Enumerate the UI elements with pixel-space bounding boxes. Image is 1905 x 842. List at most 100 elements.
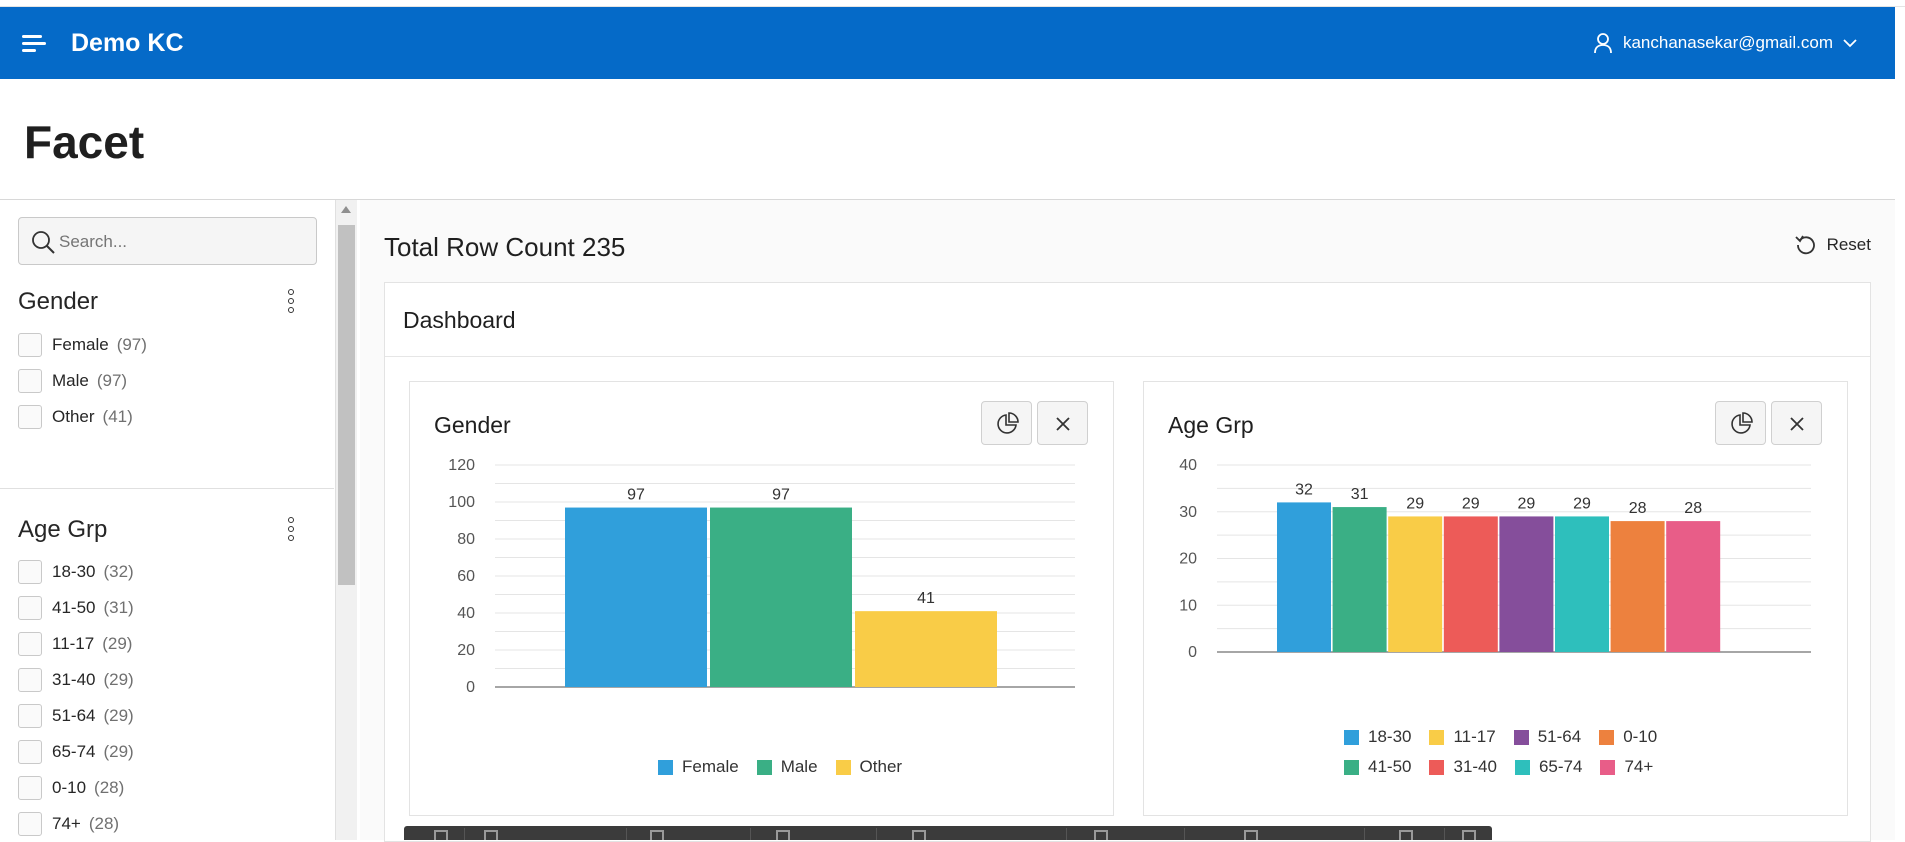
option-count: (28) xyxy=(94,778,125,797)
facet-option-11-17[interactable]: 11-17 (29) xyxy=(18,631,132,657)
y-tick-label: 100 xyxy=(448,494,475,511)
legend-label: Other xyxy=(859,757,903,776)
option-count: (29) xyxy=(103,742,134,761)
sidebar-scrollbar[interactable] xyxy=(336,200,357,840)
checkbox[interactable] xyxy=(18,560,42,584)
data-label: 41 xyxy=(917,590,935,607)
user-email: kanchanasekar@gmail.com xyxy=(1622,33,1833,52)
pie-chart-icon xyxy=(1731,412,1753,434)
facet-option-51-64[interactable]: 51-64 (29) xyxy=(18,703,134,729)
option-count: (29) xyxy=(103,706,134,725)
y-tick-label: 40 xyxy=(457,605,475,622)
facet-option-65-74[interactable]: 65-74 (29) xyxy=(18,739,134,765)
legend-item[interactable]: Other xyxy=(835,752,903,782)
option-label: 41-50 xyxy=(52,598,96,617)
legend-item[interactable]: Female xyxy=(658,752,739,782)
floating-toolbar[interactable] xyxy=(404,826,1492,840)
facet-option-female[interactable]: Female (97) xyxy=(18,332,147,358)
chart-type-button[interactable] xyxy=(1715,401,1766,445)
y-tick-label: 10 xyxy=(1179,597,1197,614)
legend-item[interactable]: 11-17 xyxy=(1429,722,1496,752)
data-label: 28 xyxy=(1629,500,1647,517)
legend-item[interactable]: 74+ xyxy=(1600,752,1653,782)
chart-title: Age Grp xyxy=(1168,412,1254,438)
scroll-up-arrow-icon[interactable] xyxy=(341,206,351,213)
facet-search-box[interactable] xyxy=(18,217,317,265)
facet-option-0-10[interactable]: 0-10 (28) xyxy=(18,775,124,801)
option-count: (32) xyxy=(103,562,134,581)
legend-swatch xyxy=(756,759,772,775)
option-count: (31) xyxy=(103,598,134,617)
facet-option-74-plus[interactable]: 74+ (28) xyxy=(18,811,119,837)
user-menu[interactable]: kanchanasekar@gmail.com xyxy=(1593,29,1857,57)
legend-item[interactable]: 31-40 xyxy=(1429,752,1497,782)
checkbox[interactable] xyxy=(18,632,42,656)
y-tick-label: 80 xyxy=(457,531,475,548)
checkbox[interactable] xyxy=(18,333,42,357)
option-label: 11-17 xyxy=(52,634,95,653)
data-label: 29 xyxy=(1462,495,1480,512)
checkbox[interactable] xyxy=(18,369,42,393)
facet-option-male[interactable]: Male (97) xyxy=(18,368,127,394)
checkbox[interactable] xyxy=(18,668,42,692)
data-label: 97 xyxy=(772,487,790,504)
checkbox[interactable] xyxy=(18,704,42,728)
checkbox[interactable] xyxy=(18,405,42,429)
chart-card-gender: Gender 0 20 40 60 80 100 120 97 97 41 Female Male O… xyxy=(409,381,1114,816)
facet-divider xyxy=(0,488,334,489)
chart-card-age-grp: Age Grp 0 10 20 30 40 32 31 29 29 29 29 28 28 18-30 1… xyxy=(1143,381,1848,816)
y-tick-label: 40 xyxy=(1179,457,1197,474)
option-label: 0-10 xyxy=(52,778,87,797)
bar-18-30 xyxy=(1277,502,1331,652)
option-count: (97) xyxy=(96,371,128,390)
reset-label: Reset xyxy=(1826,235,1871,254)
option-label: Male xyxy=(52,371,89,390)
legend-item[interactable]: 65-74 xyxy=(1514,752,1583,782)
legend-label: 65-74 xyxy=(1538,757,1583,776)
y-tick-label: 20 xyxy=(1179,551,1197,568)
search-input[interactable] xyxy=(59,228,309,256)
scroll-thumb[interactable] xyxy=(338,225,355,585)
checkbox[interactable] xyxy=(18,596,42,620)
facet-option-18-30[interactable]: 18-30 (32) xyxy=(18,559,134,585)
legend-label: 51-64 xyxy=(1537,727,1582,746)
data-label: 29 xyxy=(1518,495,1536,512)
legend-item[interactable]: 41-50 xyxy=(1344,752,1411,782)
checkbox[interactable] xyxy=(18,812,42,836)
more-options-icon[interactable] xyxy=(284,289,298,317)
gender-bar-chart: 0 20 40 60 80 100 120 97 97 41 xyxy=(448,457,1075,696)
hamburger-menu-icon[interactable] xyxy=(22,33,48,53)
option-label: Female xyxy=(52,335,109,354)
option-count: (41) xyxy=(102,407,133,426)
reset-button[interactable]: Reset xyxy=(1794,234,1871,256)
page-title-region: Facet xyxy=(0,79,1895,200)
facet-option-41-50[interactable]: 41-50 (31) xyxy=(18,595,134,621)
bar-41-50 xyxy=(1332,507,1387,652)
facets-sidebar: Gender Female (97) Male (97) Other (41) … xyxy=(0,200,336,840)
legend-item[interactable]: 51-64 xyxy=(1513,722,1582,752)
gender-chart-legend: Female Male Other xyxy=(658,752,920,782)
facet-option-other[interactable]: Other (41) xyxy=(18,404,133,430)
legend-swatch xyxy=(658,759,673,775)
bar-65-74 xyxy=(1555,516,1609,652)
option-label: 51-64 xyxy=(52,706,96,725)
facet-option-31-40[interactable]: 31-40 (29) xyxy=(18,667,134,693)
legend-label: Female xyxy=(682,757,739,776)
legend-item[interactable]: 0-10 xyxy=(1599,722,1657,752)
option-label: 74+ xyxy=(52,814,81,833)
legend-label: 41-50 xyxy=(1368,757,1412,776)
bar-Female xyxy=(565,507,707,687)
checkbox[interactable] xyxy=(18,740,42,764)
more-options-icon[interactable] xyxy=(284,517,298,545)
app-title[interactable]: Demo KC xyxy=(71,29,184,57)
legend-item[interactable]: 18-30 xyxy=(1344,722,1411,752)
checkbox[interactable] xyxy=(18,776,42,800)
legend-item[interactable]: Male xyxy=(756,752,818,782)
dashboard-title: Dashboard xyxy=(403,307,516,333)
remove-chart-button[interactable] xyxy=(1771,401,1822,445)
close-icon xyxy=(1790,417,1804,431)
remove-chart-button[interactable] xyxy=(1037,401,1088,445)
chart-type-button[interactable] xyxy=(981,401,1032,445)
option-count: (29) xyxy=(103,670,134,689)
reset-icon xyxy=(1794,235,1815,255)
